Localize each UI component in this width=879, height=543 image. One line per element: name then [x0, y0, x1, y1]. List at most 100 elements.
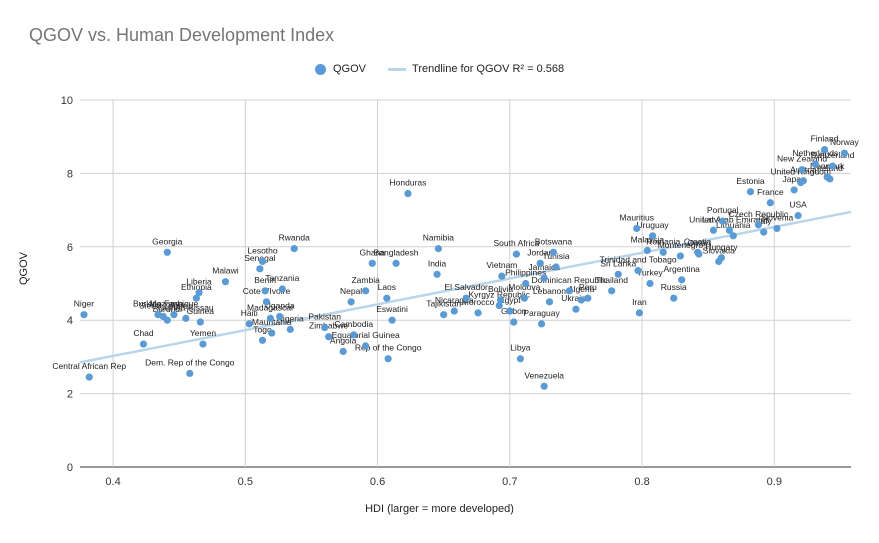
data-point — [729, 232, 737, 240]
data-label: France — [757, 187, 784, 197]
data-point — [258, 257, 267, 266]
data-point — [635, 309, 644, 317]
chart-title: QGOV vs. Human Development Index — [29, 25, 335, 45]
data-point — [433, 270, 441, 278]
data-point — [695, 250, 703, 258]
data-label: Bolivia — [488, 284, 513, 294]
data-label: Georgia — [152, 236, 183, 246]
data-point — [634, 267, 642, 275]
data-point — [495, 301, 503, 310]
data-label: Tanzania — [265, 273, 299, 283]
data-label: Ghana — [360, 247, 386, 257]
data-point — [646, 279, 654, 288]
data-label: Sierra Leone — [139, 301, 188, 311]
data-label: Oman — [687, 238, 710, 248]
data-label: Japan — [783, 174, 806, 184]
data-point — [440, 311, 448, 319]
data-label: Guinea — [187, 306, 215, 316]
data-label: Iran — [632, 297, 647, 307]
data-label: Jordan — [527, 247, 553, 257]
data-point — [811, 160, 819, 168]
data-point — [321, 323, 329, 332]
data-label: Uganda — [265, 301, 295, 311]
y-tick-label: 2 — [67, 389, 73, 401]
data-point — [540, 274, 548, 282]
data-point — [766, 199, 774, 207]
data-label: Mauritania — [252, 317, 292, 327]
data-point — [266, 314, 275, 322]
data-point — [496, 296, 505, 304]
data-point — [368, 259, 376, 267]
data-label: Peru — [579, 282, 597, 292]
x-tick-label: 0.4 — [105, 476, 120, 488]
data-point — [139, 340, 148, 348]
data-point — [154, 311, 162, 319]
data-point — [643, 246, 651, 255]
data-point — [840, 149, 848, 157]
data-point — [290, 245, 298, 253]
data-point — [790, 186, 798, 194]
data-label: Argentina — [664, 264, 701, 274]
data-point — [392, 259, 400, 267]
data-point — [498, 272, 506, 280]
legend-marker-qgov-icon — [315, 63, 326, 75]
data-label: Nigeria — [277, 313, 304, 323]
data-label: India — [428, 258, 447, 268]
data-label: Zimbabwe — [309, 321, 348, 331]
data-point — [347, 298, 355, 306]
data-point — [649, 232, 657, 240]
data-point — [506, 307, 514, 315]
data-point — [572, 305, 580, 313]
data-label: Nepal — [340, 286, 362, 296]
x-tick-label: 0.6 — [370, 476, 385, 488]
data-label: Guinea-Bissau — [158, 302, 214, 312]
data-label: Cambodia — [334, 319, 373, 329]
data-label: Botswana — [535, 236, 573, 246]
data-label: Yemen — [190, 328, 216, 338]
y-tick-label: 0 — [67, 462, 73, 474]
data-label: Ethiopia — [181, 282, 212, 292]
data-label: Italy — [756, 216, 772, 226]
data-label: Egypt — [499, 295, 521, 305]
data-point — [474, 309, 482, 317]
legend-label-trendline: Trendline for QGOV R² = 0.568 — [412, 63, 565, 75]
data-label: Niger — [74, 299, 94, 309]
data-label: Benin — [254, 275, 276, 285]
data-label: Honduras — [390, 178, 427, 188]
data-point — [670, 294, 678, 302]
data-point — [170, 311, 178, 319]
data-label: Namibia — [423, 233, 454, 243]
data-point — [245, 320, 253, 328]
data-point — [522, 279, 530, 288]
data-point — [350, 331, 358, 339]
data-label: Liberia — [186, 277, 212, 287]
data-label: Denmark — [810, 161, 845, 171]
data-label: Bangladesh — [374, 247, 419, 257]
data-point — [715, 257, 723, 266]
data-label: Chad — [133, 328, 154, 338]
data-label: Turkey — [637, 268, 663, 278]
data-point — [794, 212, 802, 220]
x-tick-label: 0.9 — [767, 476, 782, 488]
legend-item-trendline: Trendline for QGOV R² = 0.568 — [388, 63, 564, 75]
data-point — [820, 145, 829, 154]
x-tick-label: 0.7 — [502, 476, 517, 488]
data-point — [549, 248, 558, 256]
data-label: Gabon — [501, 306, 527, 316]
y-tick-label: 8 — [67, 168, 73, 180]
data-point — [659, 248, 667, 256]
data-label: Latvia — [702, 214, 725, 224]
data-point — [536, 259, 544, 267]
data-label: United Arab Emirates — [689, 214, 769, 224]
data-point — [286, 325, 294, 333]
data-label: Dominican Republic — [532, 275, 608, 285]
data-point — [388, 316, 396, 324]
data-point — [545, 298, 554, 306]
axis-ticks: 0 2 4 6 8 10 0.4 0.5 0.6 0.7 0.8 0.9 — [61, 95, 782, 488]
data-label: Tunisia — [543, 251, 570, 261]
data-label: Haiti — [241, 308, 258, 318]
data-label: Lesotho — [247, 245, 278, 255]
x-axis-label: HDI (larger = more developed) — [365, 503, 514, 515]
